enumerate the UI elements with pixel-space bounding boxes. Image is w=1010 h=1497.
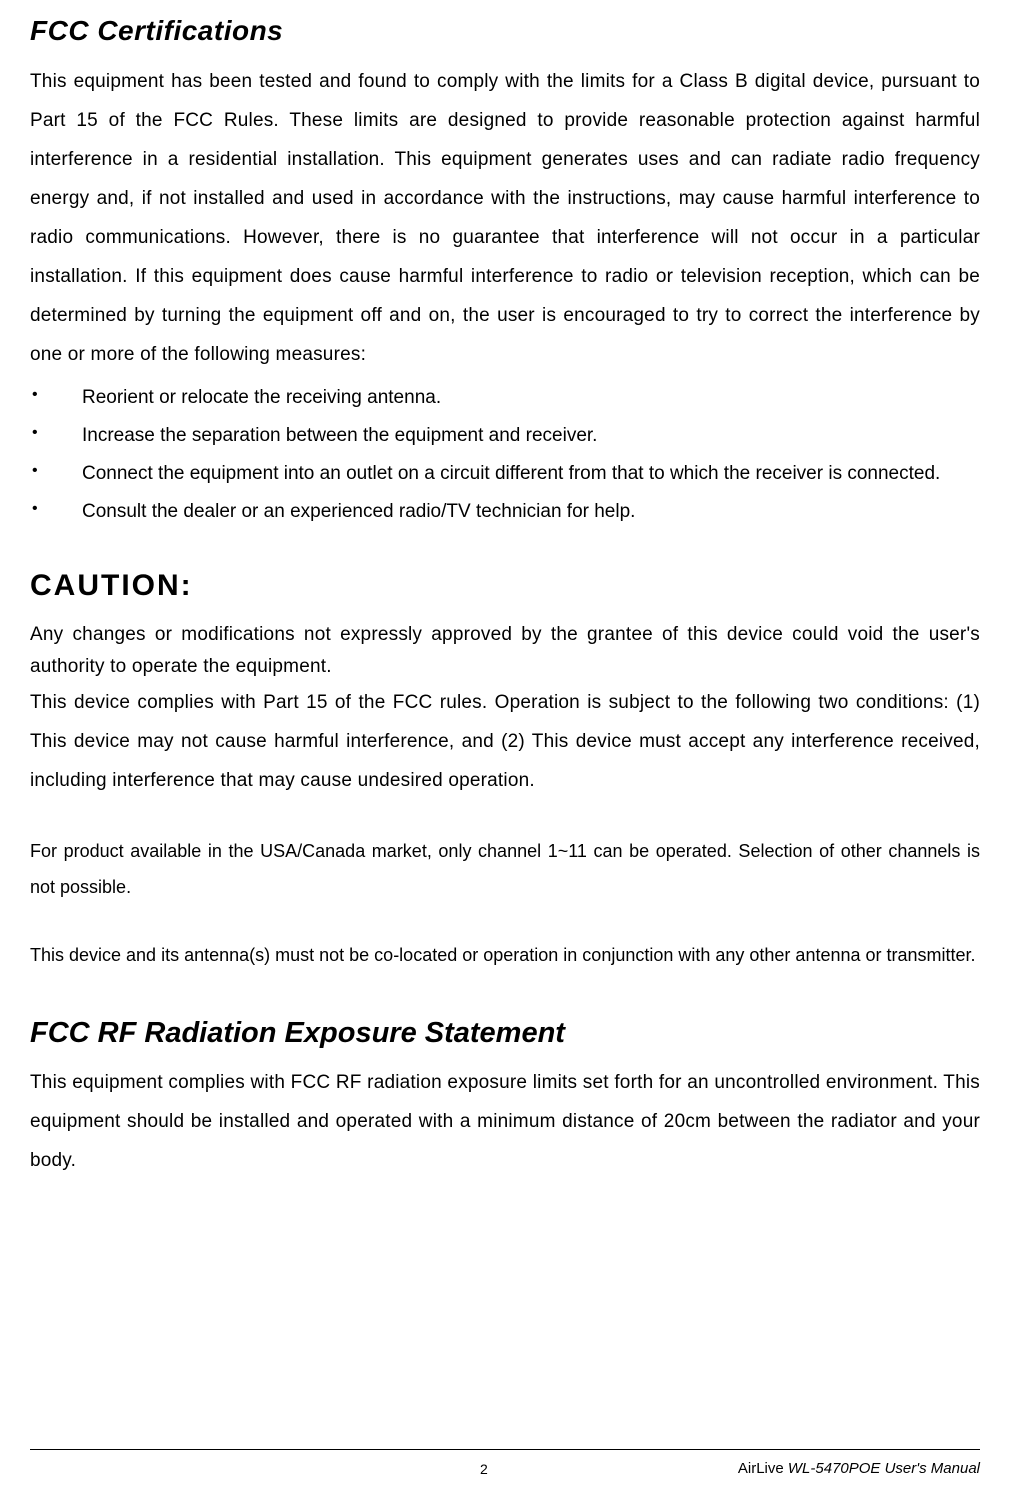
- footer-model: WL-5470POE User's Manual: [788, 1460, 980, 1477]
- caution-note-2: This device and its antenna(s) must not …: [30, 937, 980, 973]
- footer-divider: [30, 1449, 980, 1450]
- rf-exposure-paragraph: This equipment complies with FCC RF radi…: [30, 1064, 980, 1181]
- page-number: 2: [230, 1461, 738, 1477]
- page-footer: 2 AirLive WL-5470POE User's Manual: [30, 1449, 980, 1477]
- document-content: FCC Certifications This equipment has be…: [30, 15, 980, 1180]
- fcc-certifications-heading: FCC Certifications: [30, 15, 980, 47]
- caution-note-1: For product available in the USA/Canada …: [30, 833, 980, 905]
- list-item: Connect the equipment into an outlet on …: [30, 455, 980, 493]
- list-item: Consult the dealer or an experienced rad…: [30, 493, 980, 531]
- list-item: Increase the separation between the equi…: [30, 417, 980, 455]
- caution-heading: CAUTION:: [30, 569, 980, 603]
- footer-manual-title: AirLive WL-5470POE User's Manual: [738, 1460, 980, 1477]
- list-item: Reorient or relocate the receiving anten…: [30, 379, 980, 417]
- caution-paragraph-2: This device complies with Part 15 of the…: [30, 684, 980, 801]
- caution-paragraph-1: Any changes or modifications not express…: [30, 619, 980, 684]
- footer-content: 2 AirLive WL-5470POE User's Manual: [30, 1460, 980, 1477]
- fcc-bullet-list: Reorient or relocate the receiving anten…: [30, 379, 980, 531]
- footer-brand: AirLive: [738, 1460, 788, 1477]
- fcc-certifications-paragraph: This equipment has been tested and found…: [30, 63, 980, 375]
- rf-exposure-heading: FCC RF Radiation Exposure Statement: [30, 1017, 980, 1050]
